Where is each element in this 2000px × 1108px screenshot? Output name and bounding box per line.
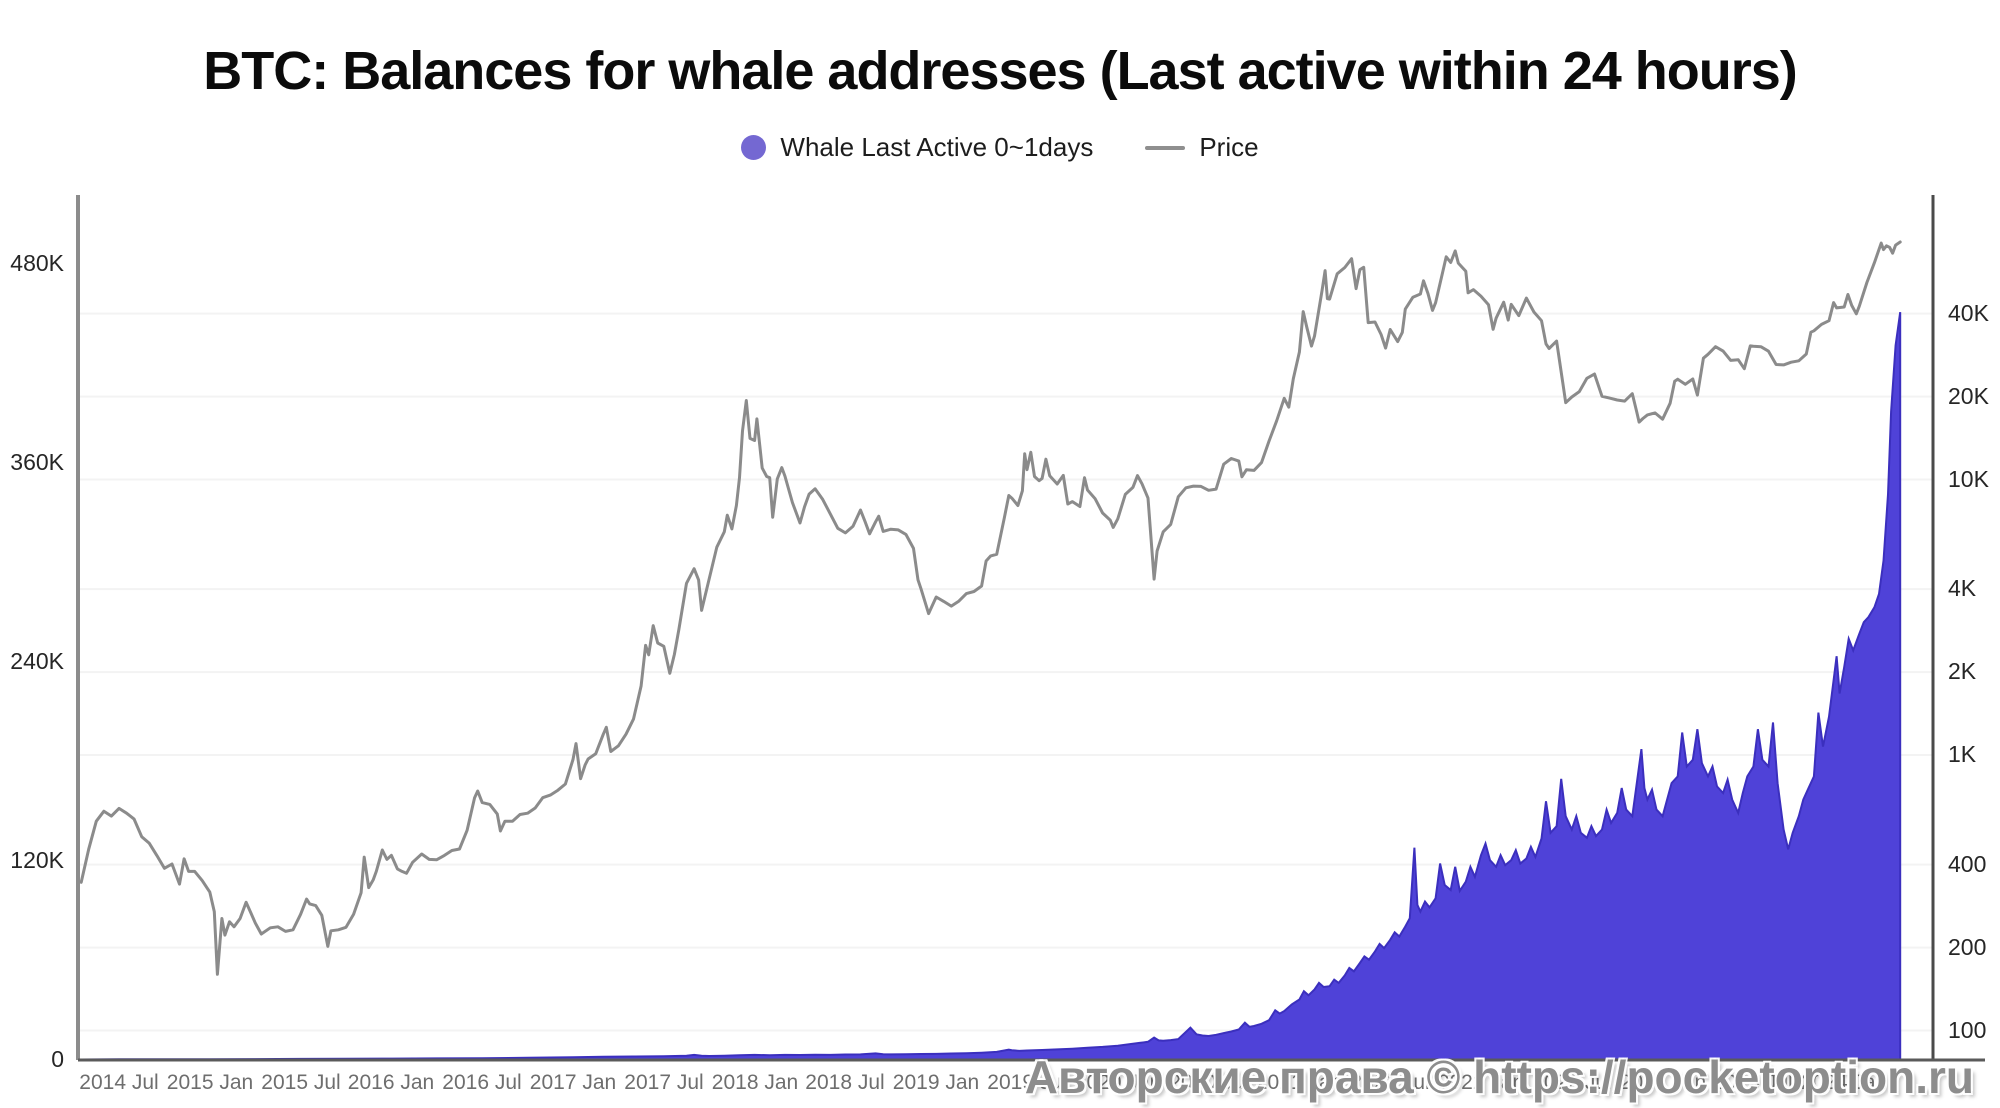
whale-area-series bbox=[81, 312, 1901, 1061]
x-tick-label: 2018 Jul bbox=[805, 1071, 885, 1094]
y-left-tick-label: 360K bbox=[10, 449, 64, 475]
x-tick-label: 2019 Jul bbox=[987, 1071, 1067, 1094]
x-tick-label: 2016 Jul bbox=[442, 1071, 522, 1094]
watermark: Авторские права © https://pocketoption.r… bbox=[1024, 1051, 1974, 1103]
y-left-tick-label: 0 bbox=[51, 1046, 64, 1072]
page-title: BTC: Balances for whale addresses (Last … bbox=[203, 41, 1798, 101]
y-right-tick-label: 10K bbox=[1948, 465, 1989, 492]
x-tick-label: 2015 Jan bbox=[166, 1071, 254, 1094]
y-right-tick-label: 40K bbox=[1948, 299, 1989, 326]
x-tick-label: 2021 Jul bbox=[1350, 1071, 1430, 1094]
y-left-tick-label: 120K bbox=[10, 847, 64, 873]
x-tick-label: 2024 Jan bbox=[1800, 1071, 1888, 1094]
y-right-tick-label: 400 bbox=[1948, 850, 1987, 877]
x-tick-label: 2015 Jul bbox=[261, 1071, 341, 1094]
legend-item-whale: Whale Last Active 0~1days bbox=[741, 132, 1093, 163]
legend-item-price: Price bbox=[1145, 132, 1259, 163]
y-right-tick-label: 2K bbox=[1948, 658, 1977, 685]
x-tick-label: 2021 Jan bbox=[1255, 1071, 1343, 1094]
y-right-tick-label: 4K bbox=[1948, 575, 1977, 602]
price-line-series bbox=[79, 240, 1902, 976]
y-left-tick-label: 240K bbox=[10, 648, 64, 674]
y-right-tick-label: 100 bbox=[1948, 1016, 1987, 1043]
x-tick-label: 2014 Jul bbox=[79, 1071, 159, 1094]
x-tick-label: 2017 Jan bbox=[529, 1071, 617, 1094]
x-tick-label: 2022 Jan bbox=[1437, 1071, 1525, 1094]
y-left-tick-label: 480K bbox=[10, 250, 64, 276]
x-tick-label: 2023 Jan bbox=[1619, 1071, 1707, 1094]
x-tick-label: 2022 Jul bbox=[1532, 1071, 1612, 1094]
x-tick-label: 2020 Jul bbox=[1169, 1071, 1249, 1094]
x-tick-label: 2017 Jul bbox=[624, 1071, 704, 1094]
price-series-line-icon bbox=[1145, 145, 1186, 150]
x-tick-label: 2023 Jul bbox=[1713, 1071, 1793, 1094]
whale-series-dot-icon bbox=[741, 135, 767, 160]
whale-area-edge bbox=[81, 311, 1902, 1061]
y-right-tick-label: 1K bbox=[1948, 741, 1977, 767]
y-right-tick-label: 200 bbox=[1948, 933, 1987, 960]
x-tick-label: 2016 Jan bbox=[347, 1071, 435, 1094]
x-tick-label: 2020 Jan bbox=[1074, 1071, 1162, 1094]
x-tick-label: 2019 Jan bbox=[892, 1071, 980, 1094]
legend-label-price: Price bbox=[1199, 132, 1259, 162]
x-tick-label: 2018 Jan bbox=[711, 1071, 799, 1094]
legend-label-whale: Whale Last Active 0~1days bbox=[780, 132, 1094, 162]
legend: Whale Last Active 0~1days Price bbox=[0, 132, 2000, 163]
y-right-tick-label: 20K bbox=[1948, 382, 1989, 409]
